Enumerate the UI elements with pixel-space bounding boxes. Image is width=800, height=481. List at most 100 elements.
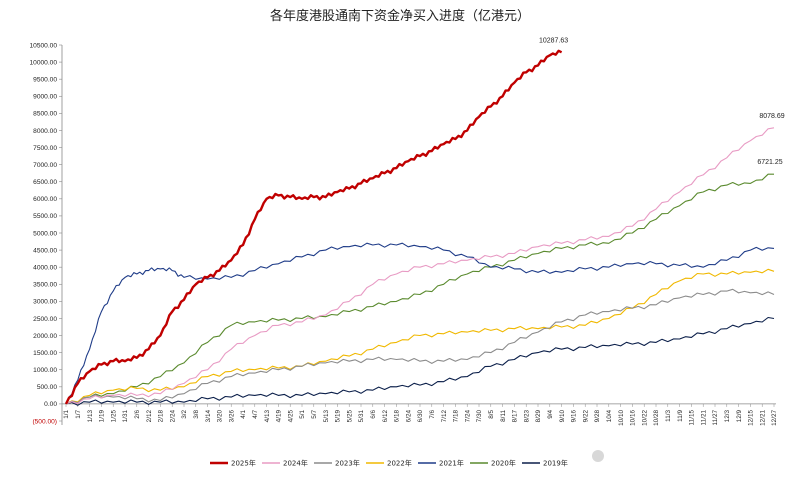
y-tick-label: 10500.00	[29, 42, 57, 49]
y-tick-label: 10000.00	[29, 59, 57, 66]
x-tick-label: 7/18	[453, 409, 460, 422]
x-tick-label: 11/27	[712, 409, 719, 425]
x-tick-label: 9/22	[582, 409, 589, 422]
x-tick-label: 1/31	[122, 409, 129, 422]
x-tick-label: 3/14	[205, 409, 212, 422]
x-tick-label: 4/1	[240, 409, 247, 418]
legend-label: 2022年	[387, 459, 412, 468]
y-tick-label: 9500.00	[33, 76, 57, 83]
x-tick-label: 8/23	[523, 409, 530, 422]
x-tick-label: 5/13	[323, 409, 330, 422]
x-tick-label: 5/19	[335, 409, 342, 422]
data-label: 8078.69	[759, 113, 784, 120]
y-tick-label: 2500.00	[33, 316, 57, 323]
x-tick-label: 1/1	[63, 409, 70, 418]
x-tick-label: 4/13	[264, 409, 271, 422]
chart-title: 各年度港股通南下资金净买入进度（亿港元）	[270, 8, 530, 24]
x-tick-label: 10/22	[641, 409, 648, 425]
axes: (500.00) 0.00 500.00 1000.00 1500.00 2000.00 2…	[29, 42, 778, 426]
x-tick-label: 7/12	[441, 409, 448, 422]
x-tick-label: 6/12	[382, 409, 389, 422]
x-tick-label: 3/2	[181, 409, 188, 418]
series-layer	[64, 49, 775, 406]
y-tick-label: 3500.00	[33, 282, 57, 289]
x-tick-label: 7/6	[429, 409, 436, 418]
x-tick-label: 2/18	[158, 409, 165, 422]
end-labels: 10287.63 8078.69 6721.25	[539, 37, 785, 166]
y-tick-label: 6500.00	[33, 179, 57, 186]
x-tick-label: 10/10	[618, 409, 625, 425]
x-tick-label: 7/24	[464, 409, 471, 422]
y-tick-label: 7000.00	[33, 162, 57, 169]
x-tick-label: 6/24	[405, 409, 412, 422]
legend-label: 2023年	[335, 459, 360, 468]
x-tick-label: 6/18	[394, 409, 401, 422]
x-tick-label: 2/24	[169, 409, 176, 422]
series-line-2022年	[65, 268, 775, 405]
snowball-logo-inner	[592, 450, 604, 462]
x-tick-label: 1/19	[99, 409, 106, 422]
x-tick-label: 10/28	[653, 409, 660, 425]
x-tick-label: 12/27	[771, 409, 778, 425]
y-tick-label: 4500.00	[33, 247, 57, 254]
x-tick-label: 9/10	[559, 409, 566, 422]
y-tick-label: 3000.00	[33, 299, 57, 306]
x-tick-label: 5/25	[346, 409, 353, 422]
legend-label: 2020年	[491, 459, 516, 468]
y-tick-label: 6000.00	[33, 196, 57, 203]
legend: 2025年 2024年 2023年 2022年 2021年 2020年 2019年	[210, 459, 568, 468]
x-tick-label: 10/4	[606, 409, 613, 422]
series-line-2023年	[65, 288, 775, 405]
y-tick-label: 4000.00	[33, 264, 57, 271]
legend-label: 2019年	[543, 459, 568, 468]
y-tick-label: (500.00)	[32, 418, 57, 425]
watermark: 雪球：泓湖投资	[587, 445, 733, 467]
x-tick-label: 9/16	[571, 409, 578, 422]
x-tick-label: 6/30	[417, 409, 424, 422]
x-tick-label: 6/6	[370, 409, 377, 418]
y-tick-label: 5500.00	[33, 213, 57, 220]
x-tick-label: 12/15	[748, 409, 755, 425]
x-tick-label: 11/3	[665, 409, 672, 421]
y-tick-label: 5000.00	[33, 230, 57, 237]
x-tick-label: 1/13	[87, 409, 94, 422]
x-tick-label: 7/30	[476, 409, 483, 422]
x-tick-label: 1/25	[110, 409, 117, 422]
x-tick-label: 1/7	[75, 409, 82, 418]
data-label: 10287.63	[539, 37, 568, 44]
y-tick-label: 1000.00	[33, 367, 57, 374]
x-tick-label: 4/7	[252, 409, 259, 418]
y-tick-label: 8500.00	[33, 111, 57, 118]
x-tick-label: 5/31	[358, 409, 365, 422]
x-tick-label: 2/6	[134, 409, 141, 418]
x-tick-label: 11/9	[677, 409, 684, 421]
x-tick-label: 3/20	[217, 409, 224, 422]
y-tick-label: 2000.00	[33, 333, 57, 340]
x-tick-label: 3/26	[228, 409, 235, 422]
x-tick-label: 5/1	[299, 409, 306, 418]
x-tick-label: 12/3	[724, 409, 731, 422]
x-tick-label: 10/16	[630, 409, 637, 425]
x-tick-label: 9/4	[547, 409, 554, 418]
watermark-text: 雪球：泓湖投资	[614, 446, 733, 467]
x-tick-label: 4/25	[287, 409, 294, 422]
x-tick-label: 12/21	[759, 409, 766, 425]
legend-label: 2025年	[231, 459, 256, 468]
series-line-2019年	[65, 316, 775, 406]
series-line-2024年	[65, 127, 775, 405]
series-line-2020年	[65, 173, 774, 405]
x-tick-label: 8/17	[512, 409, 519, 422]
x-tick-label: 5/7	[311, 409, 318, 418]
x-tick-label: 4/19	[276, 409, 283, 422]
x-tick-label: 8/29	[535, 409, 542, 422]
y-tick-label: 7500.00	[33, 145, 57, 152]
x-tick-label: 9/28	[594, 409, 601, 422]
y-tick-label: 8000.00	[33, 128, 57, 135]
x-tick-label: 3/8	[193, 409, 200, 418]
y-tick-label: 9000.00	[33, 94, 57, 101]
series-line-2021年	[65, 242, 775, 405]
x-tick-label: 11/15	[689, 409, 696, 425]
x-tick-label: 12/9	[736, 409, 743, 422]
